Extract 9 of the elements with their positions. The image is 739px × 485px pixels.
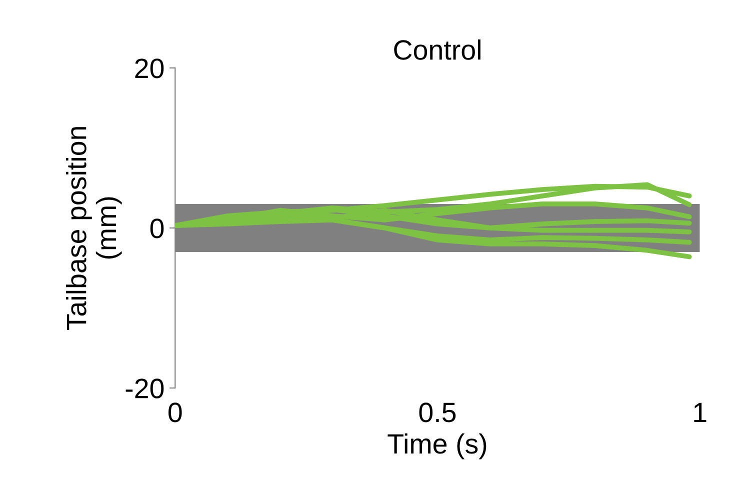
y-tick-label: 20 xyxy=(135,58,164,78)
y-tick-label: 0 xyxy=(150,218,164,238)
x-tick-label: 1 xyxy=(694,402,706,422)
chart-title: Control xyxy=(394,39,480,60)
x-tick-label: 0.5 xyxy=(419,402,456,422)
x-tick-label: 0 xyxy=(168,402,182,422)
y-tick-label: -20 xyxy=(126,378,164,398)
y-axis-title: Tailbase position (mm) xyxy=(66,127,122,330)
x-axis-title: Time (s) xyxy=(388,433,486,460)
